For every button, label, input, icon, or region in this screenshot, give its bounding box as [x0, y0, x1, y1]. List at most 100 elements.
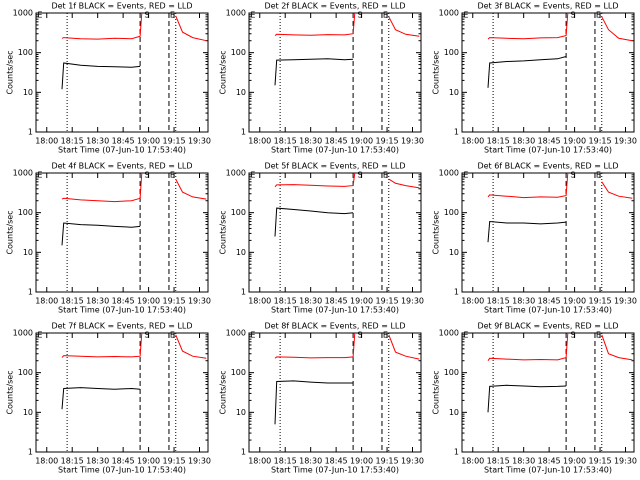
- annotation: S: [357, 11, 362, 20]
- annotation: E: [383, 331, 388, 340]
- y-axis-label: Counts/sec: [6, 50, 15, 94]
- x-tick-label: 18:15: [61, 297, 84, 306]
- plot-frame: [35, 332, 209, 453]
- series-line: [175, 334, 207, 359]
- panel-title: Det 8f BLACK = Events, RED = LLD: [264, 322, 405, 331]
- x-axis-label: Start Time (07-Jun-10 17:53:40): [58, 146, 186, 155]
- annotation: E: [463, 331, 468, 340]
- annotation: S: [144, 171, 149, 180]
- x-tick-label: 19:00: [350, 297, 373, 306]
- x-tick-label: 18:30: [512, 297, 535, 306]
- series-line: [487, 332, 569, 361]
- annotation: E: [383, 171, 388, 180]
- annotation: S: [570, 11, 575, 20]
- series-line: [274, 380, 354, 425]
- y-tick-label: 1000: [13, 329, 33, 338]
- panel-title: Det 7f BLACK = Events, RED = LLD: [51, 322, 192, 331]
- y-tick-label: 100: [18, 48, 33, 57]
- y-axis-label: Counts/sec: [219, 370, 228, 414]
- annotation: E: [463, 171, 468, 180]
- series-line: [487, 12, 569, 40]
- x-tick-label: 18:00: [35, 137, 58, 146]
- plot-frame: [248, 172, 422, 293]
- annotation: S: [570, 171, 575, 180]
- x-tick-label: 18:45: [112, 137, 135, 146]
- annotation: E: [250, 11, 255, 20]
- y-tick-label: 100: [18, 368, 33, 377]
- annotation: E: [170, 171, 175, 180]
- plot-frame: [461, 332, 635, 453]
- x-tick-label: 18:30: [512, 457, 535, 466]
- x-tick-label: 19:00: [563, 137, 586, 146]
- annotation: E: [596, 171, 601, 180]
- y-tick-label: 10: [236, 408, 246, 417]
- plot-frame: [35, 12, 209, 133]
- x-tick-label: 18:45: [538, 457, 561, 466]
- y-axis-label: Counts/sec: [432, 370, 441, 414]
- series-line: [487, 384, 567, 413]
- plot-frame: [248, 332, 422, 453]
- x-tick-label: 19:30: [188, 297, 211, 306]
- x-tick-label: 19:15: [376, 457, 399, 466]
- panel-title: Det 2f BLACK = Events, RED = LLD: [264, 2, 405, 11]
- x-tick-label: 18:15: [487, 297, 510, 306]
- y-tick-label: 100: [444, 48, 459, 57]
- x-axis-label: Start Time (07-Jun-10 17:53:40): [484, 306, 612, 315]
- x-tick-label: 18:15: [487, 137, 510, 146]
- panel-title: Det 9f BLACK = Events, RED = LLD: [477, 322, 618, 331]
- series-line: [175, 15, 207, 42]
- x-tick-label: 18:15: [274, 297, 297, 306]
- x-tick-label: 18:15: [61, 137, 84, 146]
- y-tick-label: 10: [23, 248, 33, 257]
- y-tick-label: 100: [444, 208, 459, 217]
- y-tick-label: 1: [454, 128, 459, 137]
- annotation: S: [357, 331, 362, 340]
- x-tick-label: 18:00: [35, 297, 58, 306]
- series-line: [61, 172, 143, 203]
- y-tick-label: 100: [231, 208, 246, 217]
- x-axis-label: Start Time (07-Jun-10 17:53:40): [58, 306, 186, 315]
- x-tick-label: 19:15: [589, 297, 612, 306]
- series-line: [61, 222, 141, 246]
- series-line: [487, 172, 569, 199]
- x-axis-label: Start Time (07-Jun-10 17:53:40): [484, 466, 612, 475]
- x-tick-label: 19:00: [563, 457, 586, 466]
- x-tick-label: 19:30: [614, 137, 637, 146]
- x-tick-label: 19:30: [188, 457, 211, 466]
- x-tick-label: 19:30: [614, 297, 637, 306]
- y-tick-label: 10: [236, 88, 246, 97]
- y-tick-label: 10: [23, 408, 33, 417]
- x-tick-label: 18:15: [274, 137, 297, 146]
- series-line: [487, 56, 567, 88]
- annotation: E: [250, 331, 255, 340]
- series-line: [487, 220, 567, 243]
- x-tick-label: 18:00: [35, 457, 58, 466]
- x-axis-label: Start Time (07-Jun-10 17:53:40): [484, 146, 612, 155]
- y-axis-label: Counts/sec: [6, 210, 15, 254]
- y-axis-label: Counts/sec: [432, 210, 441, 254]
- x-tick-label: 18:30: [86, 297, 109, 306]
- series-line: [274, 207, 354, 237]
- x-tick-label: 18:30: [512, 137, 535, 146]
- annotation: E: [383, 11, 388, 20]
- x-tick-label: 18:45: [325, 297, 348, 306]
- y-tick-label: 1000: [13, 169, 33, 178]
- x-tick-label: 19:00: [350, 137, 373, 146]
- y-axis-label: Counts/sec: [219, 210, 228, 254]
- y-tick-label: 10: [236, 248, 246, 257]
- x-tick-label: 19:15: [163, 297, 186, 306]
- y-tick-label: 1000: [439, 329, 459, 338]
- x-tick-label: 19:30: [188, 137, 211, 146]
- y-tick-label: 1: [28, 288, 33, 297]
- x-axis-label: Start Time (07-Jun-10 17:53:40): [271, 306, 399, 315]
- x-tick-label: 18:45: [112, 297, 135, 306]
- series-line: [274, 58, 354, 86]
- x-tick-label: 18:00: [248, 297, 271, 306]
- y-tick-label: 1: [454, 288, 459, 297]
- x-tick-label: 19:00: [137, 457, 160, 466]
- annotation: E: [37, 11, 42, 20]
- x-tick-label: 18:00: [461, 137, 484, 146]
- series-line: [601, 334, 633, 361]
- x-tick-label: 18:15: [61, 457, 84, 466]
